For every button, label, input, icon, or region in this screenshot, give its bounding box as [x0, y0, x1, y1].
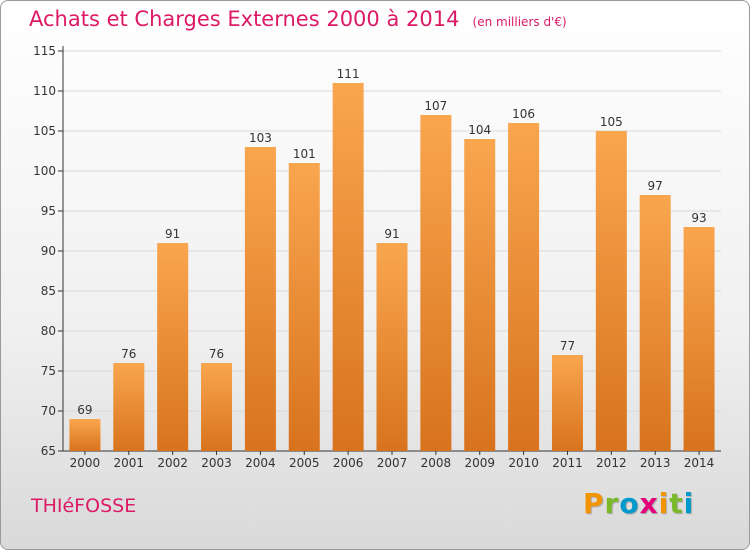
bar-value-label: 76: [209, 347, 224, 361]
x-tick-label: 2001: [114, 456, 145, 470]
x-tick-label: 2004: [245, 456, 276, 470]
bars: [69, 83, 715, 451]
x-tick-label: 2012: [596, 456, 627, 470]
bar-value-label: 93: [691, 211, 706, 225]
logo-letter: o: [619, 487, 640, 520]
bar: [69, 419, 101, 451]
bar-value-label: 91: [165, 227, 180, 241]
x-tick-label: 2007: [377, 456, 408, 470]
bar: [288, 163, 320, 451]
bar-value-label: 103: [249, 131, 272, 145]
place-name: THIéFOSSE: [31, 495, 137, 517]
y-tick-label: 65: [41, 444, 56, 458]
bar: [376, 243, 408, 451]
y-tick-label: 115: [33, 44, 56, 58]
x-tick-label: 2010: [508, 456, 539, 470]
x-tick-label: 2014: [684, 456, 715, 470]
bar-value-label: 107: [424, 99, 447, 113]
bar: [639, 195, 671, 451]
bar-value-label: 69: [77, 403, 92, 417]
bar: [683, 227, 715, 451]
labels: 65 70 75 80 85 90 95 100 105 110 115 69 2000 76 2001 91…: [33, 44, 714, 470]
x-tick-label: 2002: [157, 456, 188, 470]
logo-letter: i: [683, 487, 695, 520]
bar-value-label: 77: [560, 339, 575, 353]
y-tick-label: 70: [41, 404, 56, 418]
logo-letter: P: [583, 487, 605, 520]
logo-letter: r: [604, 487, 620, 520]
chart-title: Achats et Charges Externes 2000 à 2014 (…: [29, 7, 567, 31]
bar: [464, 139, 496, 451]
x-tick-label: 2011: [552, 456, 583, 470]
y-tick-label: 105: [33, 124, 56, 138]
bar-value-label: 106: [512, 107, 535, 121]
bar: [244, 147, 276, 451]
bar: [157, 243, 189, 451]
bar-value-label: 101: [293, 147, 316, 161]
bar-value-label: 105: [600, 115, 623, 129]
x-tick-label: 2009: [464, 456, 495, 470]
bar-value-label: 111: [337, 67, 360, 81]
y-tick-label: 85: [41, 284, 56, 298]
bar: [113, 363, 145, 451]
x-tick-label: 2000: [70, 456, 101, 470]
y-tick-label: 80: [41, 324, 56, 338]
bar-value-label: 91: [384, 227, 399, 241]
bar: [420, 115, 452, 451]
x-tick-label: 2013: [640, 456, 671, 470]
y-tick-label: 95: [41, 204, 56, 218]
bar: [201, 363, 233, 451]
logo-letter: x: [639, 487, 659, 520]
chart-unit: (en milliers d'€): [472, 15, 567, 29]
bar: [551, 355, 583, 451]
logo-letter: i: [658, 487, 670, 520]
y-tick-label: 75: [41, 364, 56, 378]
y-tick-label: 90: [41, 244, 56, 258]
y-tick-label: 110: [33, 84, 56, 98]
bar-value-label: 97: [648, 179, 663, 193]
bar: [332, 83, 364, 451]
x-tick-label: 2005: [289, 456, 320, 470]
bar: [595, 131, 627, 451]
x-tick-label: 2003: [201, 456, 232, 470]
bar: [508, 123, 540, 451]
proxiti-logo: Proxiti: [583, 487, 694, 520]
y-tick-label: 100: [33, 164, 56, 178]
bar-value-label: 104: [468, 123, 491, 137]
bar-value-label: 76: [121, 347, 136, 361]
x-tick-label: 2006: [333, 456, 364, 470]
x-tick-label: 2008: [421, 456, 452, 470]
logo-letter: t: [669, 487, 684, 520]
chart-title-text: Achats et Charges Externes 2000 à 2014: [29, 7, 460, 31]
